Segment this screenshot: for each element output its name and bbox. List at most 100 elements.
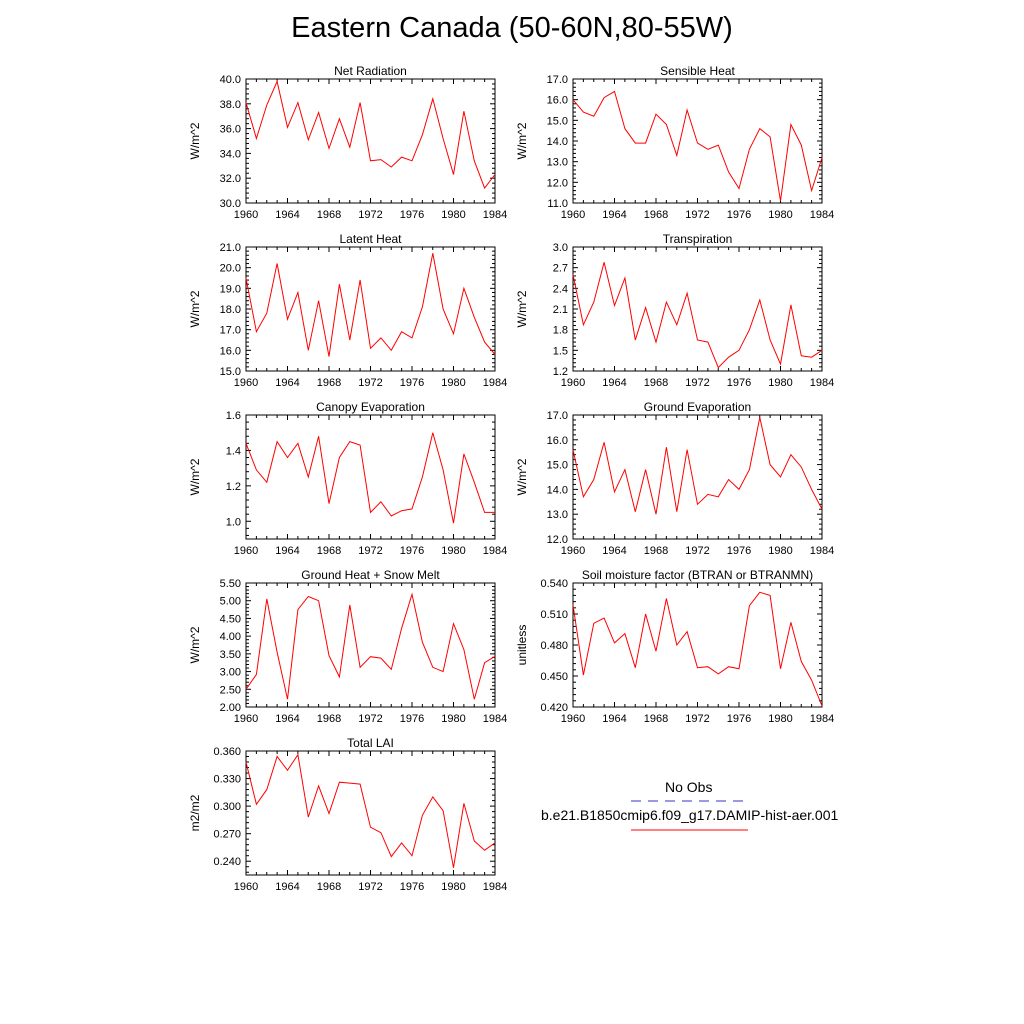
- y-axis-label: W/m^2: [515, 458, 529, 495]
- x-tick-label: 1976: [400, 881, 424, 893]
- x-tick-label: 1984: [810, 713, 834, 725]
- series-line: [245, 253, 496, 357]
- x-tick-label: 1964: [602, 209, 626, 221]
- x-tick-label: 1984: [483, 209, 507, 221]
- x-tick-label: 1984: [810, 209, 834, 221]
- y-tick-label: 1.5: [553, 345, 568, 357]
- x-tick-label: 1980: [441, 209, 465, 221]
- x-tick-label: 1980: [768, 713, 792, 725]
- y-tick-label: 13.0: [547, 157, 568, 169]
- x-tick-label: 1972: [358, 377, 382, 389]
- x-tick-label: 1976: [727, 209, 751, 221]
- x-tick-label: 1960: [561, 209, 585, 221]
- x-tick-label: 1964: [275, 377, 299, 389]
- panel-title: Total LAI: [347, 736, 394, 750]
- x-tick-label: 1960: [234, 881, 258, 893]
- y-tick-label: 40.0: [220, 74, 241, 86]
- series-line: [572, 591, 823, 707]
- y-tick-label: 34.0: [220, 148, 241, 160]
- panel-title: Ground Heat + Snow Melt: [301, 568, 440, 582]
- y-tick-label: 0.270: [213, 829, 241, 841]
- y-tick-label: 16.0: [220, 345, 241, 357]
- series-line: [572, 90, 823, 201]
- panel-title: Canopy Evaporation: [316, 400, 425, 414]
- panel-total-lai: 1960 1964 1968 1972 1976 1980 1984 0.240 0.270 0.…: [188, 736, 507, 893]
- plot-frame: [245, 414, 496, 540]
- y-tick-label: 17.0: [220, 325, 241, 337]
- x-tick-label: 1972: [358, 881, 382, 893]
- x-tick-label: 1980: [441, 377, 465, 389]
- y-tick-label: 30.0: [220, 198, 241, 210]
- panel-latent-heat: 1960 1964 1968 1972 1976 1980 1984 15.0 16.0 17.0…: [188, 232, 507, 389]
- x-tick-label: 1964: [275, 209, 299, 221]
- y-tick-label: 21.0: [220, 242, 241, 254]
- series-line: [245, 592, 496, 700]
- y-axis-label: W/m^2: [188, 458, 202, 495]
- y-tick-label: 0.360: [213, 746, 241, 758]
- y-tick-label: 0.480: [540, 640, 568, 652]
- x-tick-label: 1964: [275, 713, 299, 725]
- y-tick-label: 16.0: [547, 435, 568, 447]
- y-tick-label: 12.0: [547, 534, 568, 546]
- x-tick-label: 1976: [400, 545, 424, 557]
- x-tick-label: 1960: [234, 377, 258, 389]
- x-tick-label: 1964: [602, 545, 626, 557]
- x-tick-label: 1980: [441, 881, 465, 893]
- y-tick-label: 0.510: [540, 609, 568, 621]
- panel-transpiration: 1960 1964 1968 1972 1976 1980 1984 1.2 1.5 1.8 2.1…: [515, 232, 834, 389]
- panel-ground-heat-snow-melt: 1960 1964 1968 1972 1976 1980 1984 2.00 2.50 3.00…: [188, 568, 507, 725]
- plot-frame: [245, 750, 496, 876]
- y-tick-label: 18.0: [220, 304, 241, 316]
- legend-lines: [631, 800, 748, 831]
- y-tick-label: 0.300: [213, 801, 241, 813]
- y-tick-label: 17.0: [547, 74, 568, 86]
- x-tick-label: 1984: [810, 377, 834, 389]
- plot-frame: [572, 582, 823, 708]
- x-tick-label: 1980: [768, 209, 792, 221]
- y-tick-label: 2.7: [553, 263, 568, 275]
- y-tick-label: 2.50: [220, 684, 241, 696]
- panel-net-radiation: 1960 1964 1968 1972 1976 1980 1984 30.0 32.0 34.0…: [188, 64, 507, 221]
- y-tick-label: 0.240: [213, 856, 241, 868]
- y-tick-label: 38.0: [220, 99, 241, 111]
- x-tick-label: 1980: [768, 545, 792, 557]
- x-tick-label: 1984: [483, 377, 507, 389]
- y-axis-label: W/m^2: [188, 122, 202, 159]
- legend-label-no-obs: No Obs: [665, 779, 713, 795]
- panel-title: Transpiration: [663, 232, 733, 246]
- y-tick-label: 14.0: [547, 484, 568, 496]
- y-tick-label: 1.2: [553, 366, 568, 378]
- y-tick-label: 4.50: [220, 613, 241, 625]
- x-tick-label: 1980: [441, 545, 465, 557]
- y-axis-label: W/m^2: [188, 626, 202, 663]
- x-tick-label: 1968: [317, 881, 341, 893]
- y-tick-label: 12.0: [547, 177, 568, 189]
- panel-sensible-heat: 1960 1964 1968 1972 1976 1980 1984 11.0 12.0 13.0…: [515, 64, 834, 221]
- series-line: [572, 417, 823, 515]
- x-tick-label: 1968: [317, 713, 341, 725]
- y-tick-label: 16.0: [547, 95, 568, 107]
- y-tick-label: 36.0: [220, 124, 241, 136]
- plot-frame: [572, 414, 823, 540]
- x-tick-label: 1968: [317, 209, 341, 221]
- y-tick-label: 3.00: [220, 667, 241, 679]
- y-tick-label: 0.420: [540, 702, 568, 714]
- x-tick-label: 1964: [602, 713, 626, 725]
- panel-title: Latent Heat: [339, 232, 402, 246]
- y-tick-label: 15.0: [547, 460, 568, 472]
- y-tick-label: 20.0: [220, 263, 241, 275]
- x-tick-label: 1976: [400, 209, 424, 221]
- y-axis-label: W/m^2: [188, 290, 202, 327]
- x-tick-label: 1960: [234, 545, 258, 557]
- y-tick-label: 0.450: [540, 671, 568, 683]
- y-tick-label: 0.540: [540, 578, 568, 590]
- x-tick-label: 1972: [685, 377, 709, 389]
- y-tick-label: 3.0: [553, 242, 568, 254]
- x-tick-label: 1968: [317, 545, 341, 557]
- plot-frame: [245, 582, 496, 708]
- x-tick-label: 1984: [483, 545, 507, 557]
- y-axis-label: m2/m2: [188, 794, 202, 831]
- x-tick-label: 1960: [234, 713, 258, 725]
- x-tick-label: 1984: [483, 881, 507, 893]
